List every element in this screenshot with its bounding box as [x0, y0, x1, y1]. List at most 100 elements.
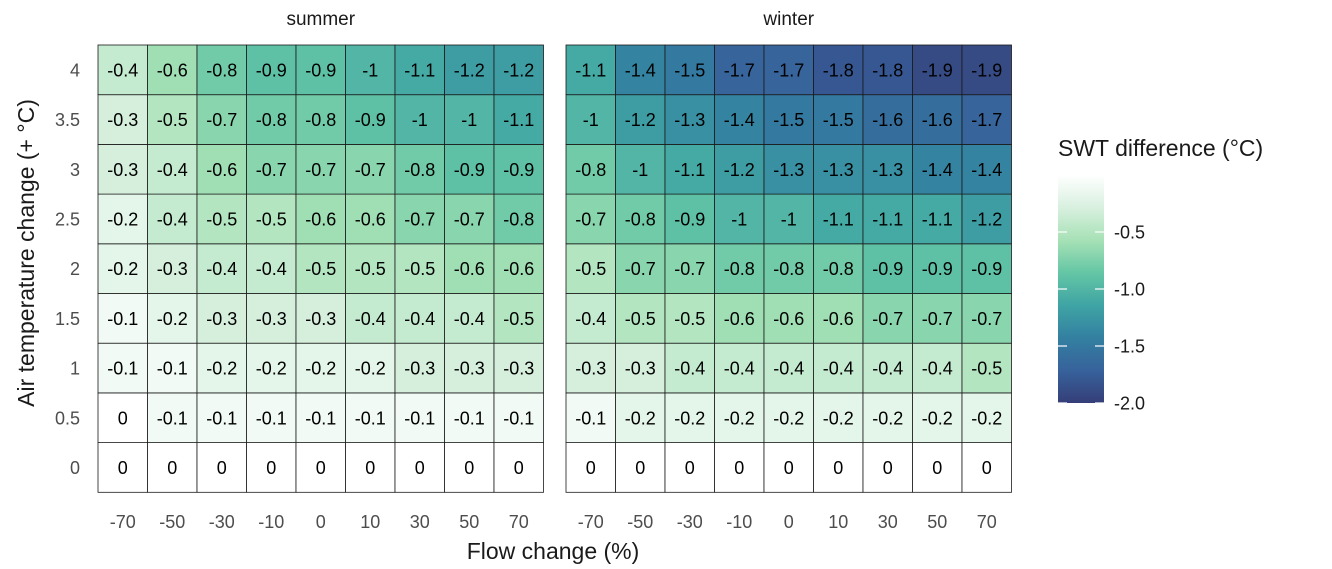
cell-value-label: 0	[365, 458, 375, 478]
heatmap-cell	[615, 442, 666, 493]
heatmap-cell	[147, 342, 198, 394]
cell-value-label: -0.1	[256, 408, 287, 428]
cell-value-label: -0.9	[355, 110, 386, 130]
cell-value-label: 0	[464, 458, 474, 478]
heatmap-cell	[862, 293, 913, 344]
heatmap-cell	[493, 442, 544, 493]
heatmap-cell	[813, 392, 864, 443]
x-tick-label: 0	[784, 512, 794, 532]
heatmap-cell	[862, 243, 913, 294]
cell-value-label: -0.9	[454, 160, 485, 180]
heatmap-cell	[763, 392, 814, 443]
cell-value-label: -0.1	[157, 359, 188, 379]
x-tick-label: 70	[977, 512, 997, 532]
cell-value-label: -0.1	[355, 408, 386, 428]
heatmap-cell	[394, 442, 445, 493]
heatmap-cell	[912, 143, 963, 195]
panel-summer: summer 0 0 0 0 0 0 0 0 0 0 -0.1 -0.1 -0.1 -0.1 -0.1 -0.1…	[97, 9, 544, 532]
legend-break-label: -1.5	[1114, 337, 1145, 357]
heatmap-cell	[961, 392, 1012, 443]
x-axis-title: Flow change (%)	[467, 538, 640, 564]
heatmap-cell	[912, 342, 963, 394]
cell-value-label: -0.5	[503, 309, 534, 329]
cell-value-label: -0.5	[305, 259, 336, 279]
cell-value-label: -0.4	[872, 359, 903, 379]
cell-value-label: -0.4	[404, 309, 435, 329]
heatmap-cell	[246, 392, 297, 443]
x-tick-label: 30	[878, 512, 898, 532]
y-tick-label: 3	[70, 160, 80, 180]
cell-value-label: -0.9	[922, 259, 953, 279]
cell-value-label: -0.8	[206, 60, 237, 80]
cell-value-label: -0.5	[575, 259, 606, 279]
heatmap-cell	[862, 392, 913, 443]
heatmap-cell	[345, 442, 396, 493]
cell-value-label: -0.1	[107, 309, 138, 329]
heatmap-cell	[565, 243, 616, 294]
cell-value-label: -0.5	[971, 359, 1002, 379]
heatmap-cell	[345, 94, 396, 145]
heatmap-cell	[196, 193, 247, 245]
heatmap-cell	[493, 392, 544, 443]
x-tick-label: 50	[927, 512, 947, 532]
cell-value-label: -0.2	[872, 408, 903, 428]
legend-break-label: -0.5	[1114, 223, 1145, 243]
x-tick-label: -30	[677, 512, 703, 532]
heatmap-cell	[961, 243, 1012, 294]
heatmap-cell	[147, 193, 198, 245]
cell-value-label: -1.1	[823, 209, 854, 229]
heatmap-cell	[394, 143, 445, 195]
cell-value-label: -0.2	[355, 359, 386, 379]
heatmap-cell	[813, 243, 864, 294]
heatmap-cell	[763, 243, 814, 294]
cell-value-label: -0.4	[157, 160, 188, 180]
heatmap-cell	[493, 44, 544, 96]
cell-value-label: -0.7	[305, 160, 336, 180]
x-tick-label: 10	[828, 512, 848, 532]
x-tick-label: 0	[316, 512, 326, 532]
cell-value-label: -0.5	[674, 309, 705, 329]
cell-value-label: -0.2	[305, 359, 336, 379]
cell-value-label: -0.4	[355, 309, 386, 329]
heatmap-cell	[615, 94, 666, 145]
heatmap-cell	[763, 342, 814, 394]
cell-value-label: -0.4	[724, 359, 755, 379]
heatmap-cell	[147, 442, 198, 493]
y-tick-label: 2.5	[55, 209, 80, 229]
heatmap-cell	[493, 342, 544, 394]
cell-value-label: -0.5	[206, 209, 237, 229]
cell-value-label: -1.2	[724, 160, 755, 180]
heatmap-cell	[246, 193, 297, 245]
cell-value-label: -0.7	[454, 209, 485, 229]
heatmap-cell	[565, 293, 616, 344]
cell-value-label: -0.4	[823, 359, 854, 379]
heatmap-cell	[615, 193, 666, 245]
cell-value-label: 0	[316, 458, 326, 478]
heatmap-cell	[961, 193, 1012, 245]
heatmap-cell	[493, 243, 544, 294]
cell-value-label: -0.3	[503, 359, 534, 379]
cell-value-label: -0.9	[256, 60, 287, 80]
cell-value-label: -1.7	[773, 60, 804, 80]
heatmap-cell	[813, 193, 864, 245]
cell-value-label: -0.4	[575, 309, 606, 329]
heatmap-cell	[714, 442, 765, 493]
cell-value-label: -1.6	[872, 110, 903, 130]
cell-value-label: -1.8	[823, 60, 854, 80]
cell-value-label: -0.7	[575, 209, 606, 229]
heatmap-cell	[444, 392, 495, 443]
cell-value-label: -1.2	[971, 209, 1002, 229]
cell-value-label: -0.1	[503, 408, 534, 428]
cell-value-label: -0.1	[206, 408, 237, 428]
cell-value-label: -1.6	[922, 110, 953, 130]
cell-value-label: 0	[118, 408, 128, 428]
cell-value-label: -1.3	[823, 160, 854, 180]
cell-value-label: 0	[932, 458, 942, 478]
cell-value-label: -0.7	[404, 209, 435, 229]
cell-value-label: -1.9	[922, 60, 953, 80]
heatmap-cell	[862, 44, 913, 96]
cell-value-label: -1	[362, 60, 378, 80]
heatmap-cell	[912, 442, 963, 493]
cell-value-label: -0.3	[575, 359, 606, 379]
cell-value-label: -1	[731, 209, 747, 229]
